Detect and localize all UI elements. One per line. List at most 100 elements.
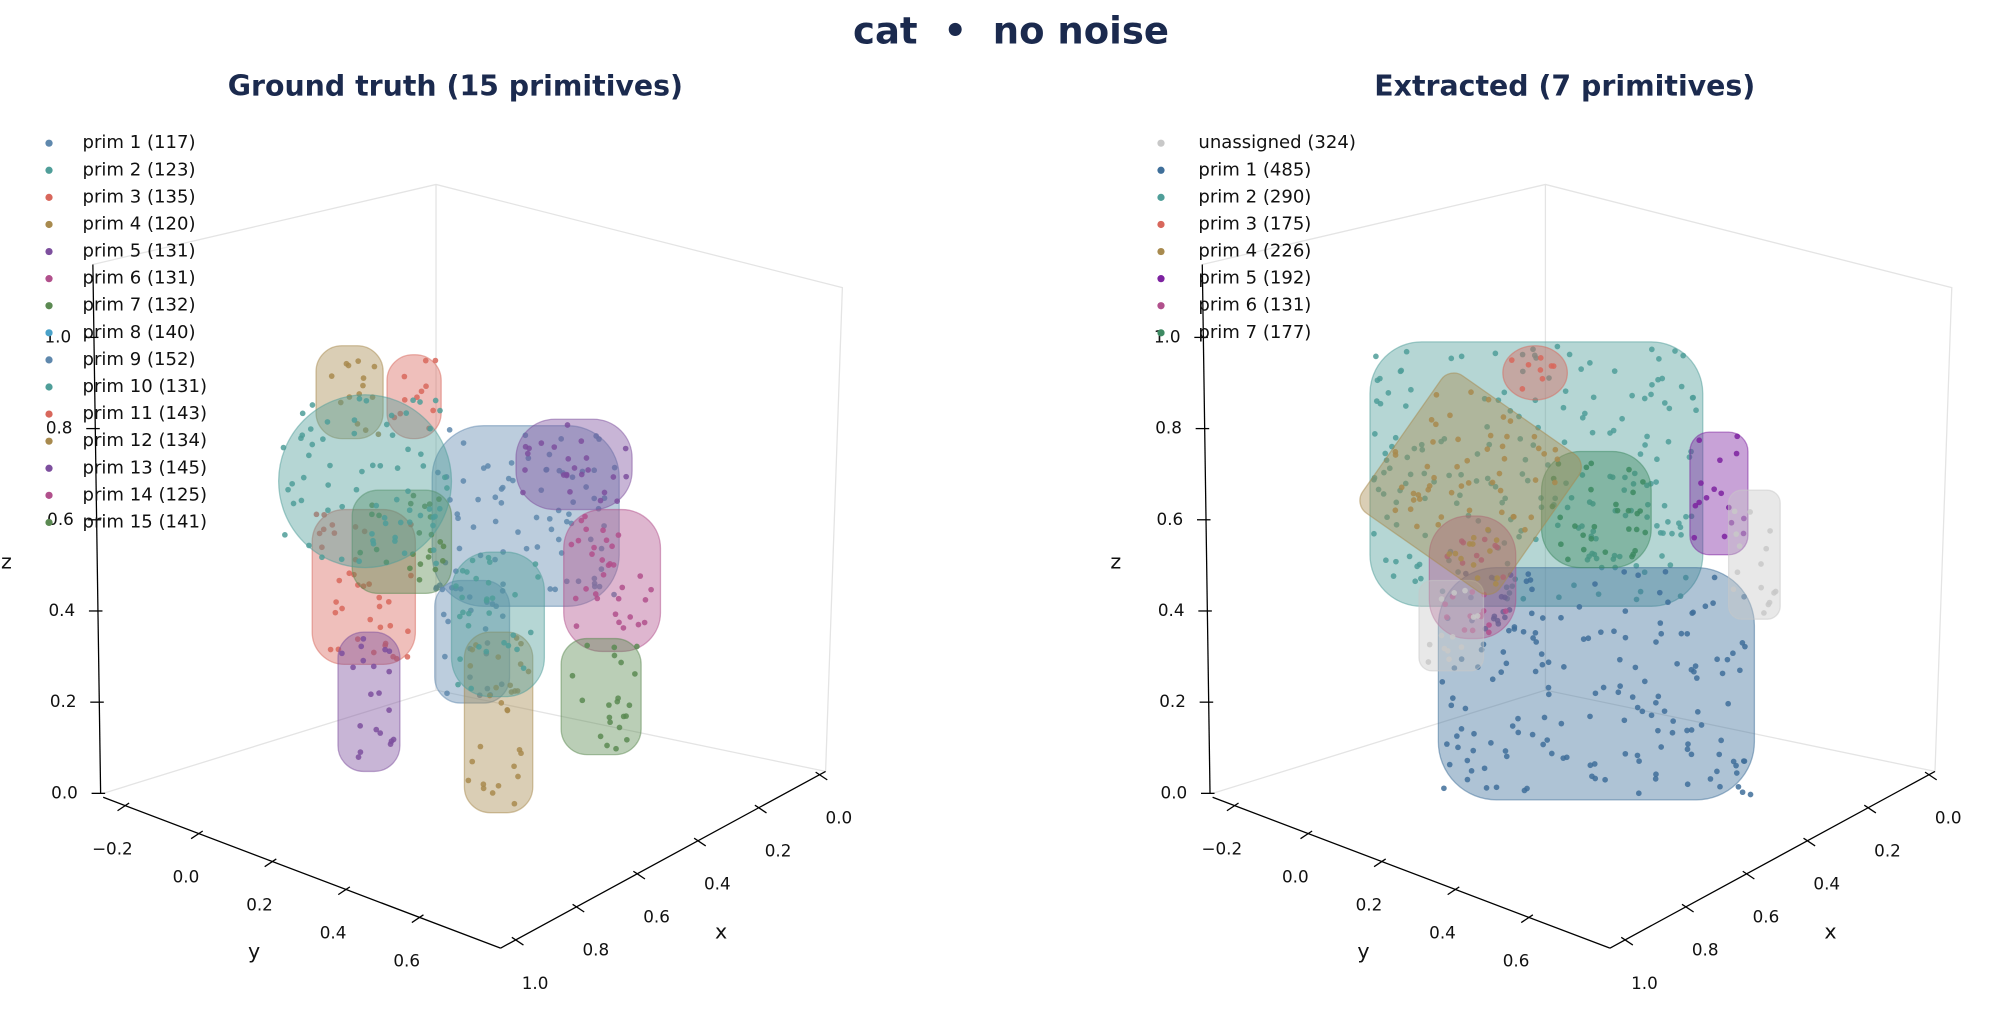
- primitive-surface: [1727, 489, 1781, 620]
- point: [369, 530, 375, 537]
- point: [370, 649, 377, 656]
- point: [1561, 664, 1567, 670]
- point: [1617, 683, 1623, 689]
- point: [1464, 776, 1471, 783]
- point: [1642, 442, 1648, 448]
- legend-label: prim 1 (117): [83, 132, 196, 153]
- point: [1613, 501, 1619, 508]
- point: [511, 763, 517, 770]
- point: [350, 664, 356, 671]
- point: [1539, 615, 1546, 621]
- point: [376, 594, 383, 601]
- x-tick-label: 0.0: [826, 808, 853, 828]
- point: [1500, 649, 1507, 655]
- point: [387, 622, 394, 629]
- point: [460, 478, 467, 484]
- point: [459, 594, 465, 601]
- point: [418, 451, 424, 457]
- point: [1373, 353, 1379, 360]
- point: [1525, 361, 1532, 368]
- tick-mark: [1226, 802, 1239, 812]
- point: [610, 474, 617, 480]
- tick-mark: [754, 804, 767, 814]
- point: [1402, 403, 1409, 409]
- point: [485, 554, 492, 561]
- point: [1556, 594, 1562, 601]
- point: [324, 419, 331, 425]
- point: [1591, 761, 1598, 767]
- point: [425, 554, 432, 560]
- y-tick-label: 0.0: [173, 866, 200, 886]
- point: [1552, 446, 1559, 453]
- point: [578, 471, 585, 478]
- point: [606, 714, 613, 721]
- point: [289, 480, 296, 487]
- legend-marker: [45, 193, 53, 201]
- point: [1516, 413, 1522, 420]
- point: [1525, 571, 1532, 577]
- point: [515, 773, 521, 780]
- point: [546, 515, 553, 522]
- primitive: [450, 551, 546, 698]
- point: [320, 526, 327, 533]
- point: [352, 524, 359, 530]
- point: [1558, 541, 1564, 548]
- point: [370, 663, 377, 670]
- point: [635, 621, 642, 628]
- point: [578, 438, 585, 444]
- x-tick-label: 0.2: [765, 841, 792, 861]
- point: [533, 514, 540, 521]
- point: [373, 726, 380, 733]
- point: [600, 571, 607, 578]
- point: [623, 473, 630, 480]
- point: [1384, 514, 1390, 521]
- point: [1630, 489, 1636, 496]
- point: [1730, 650, 1736, 657]
- legend-label: prim 14 (125): [83, 484, 207, 505]
- point: [440, 611, 447, 618]
- point: [1595, 591, 1602, 598]
- point: [1484, 475, 1491, 482]
- point: [1473, 478, 1480, 484]
- legend-label: prim 7 (177): [1198, 322, 1311, 343]
- point: [1469, 541, 1476, 547]
- point: [1497, 487, 1504, 494]
- point: [1545, 684, 1552, 691]
- point: [1385, 390, 1392, 396]
- point: [1465, 480, 1472, 486]
- point: [439, 558, 446, 564]
- point: [582, 513, 588, 520]
- point: [569, 672, 576, 679]
- point: [1433, 421, 1439, 428]
- point: [1425, 659, 1432, 665]
- point: [1655, 693, 1662, 700]
- point: [376, 690, 382, 696]
- point: [1622, 474, 1628, 481]
- point: [1630, 480, 1637, 487]
- point: [360, 382, 366, 389]
- point: [532, 561, 539, 567]
- point: [543, 466, 550, 473]
- point: [1558, 614, 1564, 621]
- point: [1629, 392, 1635, 399]
- point: [1656, 356, 1662, 362]
- point: [1493, 784, 1500, 791]
- primitive-surface: [1540, 450, 1652, 569]
- point: [1632, 664, 1639, 671]
- point: [1710, 600, 1716, 606]
- point: [336, 577, 343, 584]
- point: [1541, 451, 1548, 457]
- primitive: [351, 489, 453, 595]
- point: [492, 518, 499, 525]
- point: [1733, 770, 1740, 776]
- point: [469, 758, 476, 765]
- point: [622, 445, 629, 452]
- axis-line: [1201, 264, 1211, 794]
- legend-marker: [45, 356, 53, 364]
- point: [1662, 568, 1669, 575]
- point: [569, 474, 576, 481]
- point: [1696, 499, 1703, 506]
- point: [436, 582, 443, 588]
